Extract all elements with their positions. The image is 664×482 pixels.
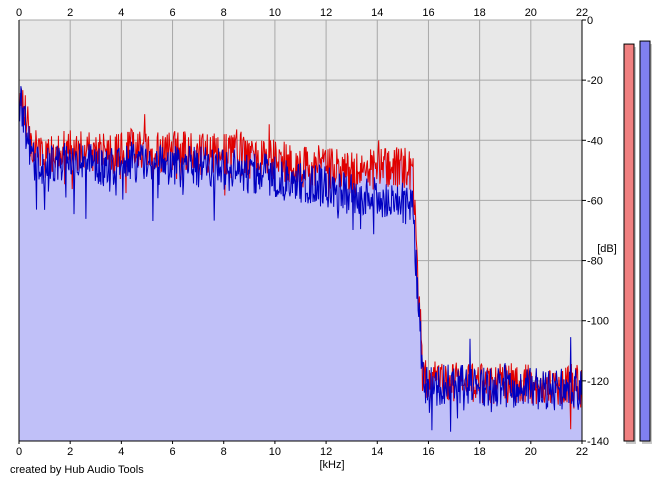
x-tick-label-bottom: 14	[371, 446, 383, 458]
x-tick-label-top: 12	[320, 7, 332, 19]
series-line-blue	[18, 86, 582, 432]
y-axis-label: [dB]	[597, 243, 617, 255]
y-tick-label: -40	[587, 135, 603, 147]
y-tick-label: -80	[587, 256, 603, 268]
x-tick-label-bottom: 12	[320, 446, 332, 458]
plot-axes	[18, 20, 583, 442]
x-tick-label-bottom: 22	[576, 446, 588, 458]
x-tick-label-bottom: 6	[169, 446, 175, 458]
x-tick-labels-top: 0 2 4 6 8 10 12 14 16 18 20 22	[16, 7, 588, 19]
x-tick-label-top: 20	[525, 7, 537, 19]
x-tick-label-top: 8	[221, 7, 227, 19]
series-lines	[18, 86, 583, 432]
x-tick-label-top: 22	[576, 7, 588, 19]
x-tick-label-top: 4	[118, 7, 124, 19]
x-tick-label-top: 0	[16, 7, 22, 19]
credit-text: created by Hub Audio Tools	[10, 464, 144, 476]
x-tick-labels-bottom: 0 2 4 6 8 10 12 14 16 18 20 22	[16, 441, 588, 458]
y-tick-label: -60	[587, 195, 603, 207]
x-tick-label-bottom: 2	[67, 446, 73, 458]
x-axis-label: [kHz]	[319, 459, 344, 471]
y-tick-label: -100	[587, 316, 609, 328]
level-meters	[623, 40, 652, 445]
x-tick-label-top: 6	[169, 7, 175, 19]
y-tick-label: -20	[587, 75, 603, 87]
x-tick-label-top: 14	[371, 7, 383, 19]
y-tick-label: 0	[587, 15, 593, 27]
x-tick-label-top: 2	[67, 7, 73, 19]
x-tick-label-bottom: 16	[422, 446, 434, 458]
x-tick-label-bottom: 10	[269, 446, 281, 458]
y-tick-label: -120	[587, 376, 609, 388]
y-tick-label: -140	[587, 436, 609, 448]
x-tick-label-bottom: 8	[221, 446, 227, 458]
x-tick-label-bottom: 0	[16, 446, 22, 458]
x-tick-label-bottom: 18	[474, 446, 486, 458]
level-meter-right	[639, 40, 651, 442]
y-tick-labels: 0 -20 -40 -60 -80 -100 -120 -140	[582, 15, 609, 448]
x-tick-label-bottom: 4	[118, 446, 124, 458]
x-tick-label-top: 10	[269, 7, 281, 19]
x-tick-label-top: 16	[422, 7, 434, 19]
series-line-red	[18, 88, 583, 430]
level-meter-left	[623, 43, 635, 442]
x-tick-label-top: 18	[474, 7, 486, 19]
x-tick-label-bottom: 20	[525, 446, 537, 458]
